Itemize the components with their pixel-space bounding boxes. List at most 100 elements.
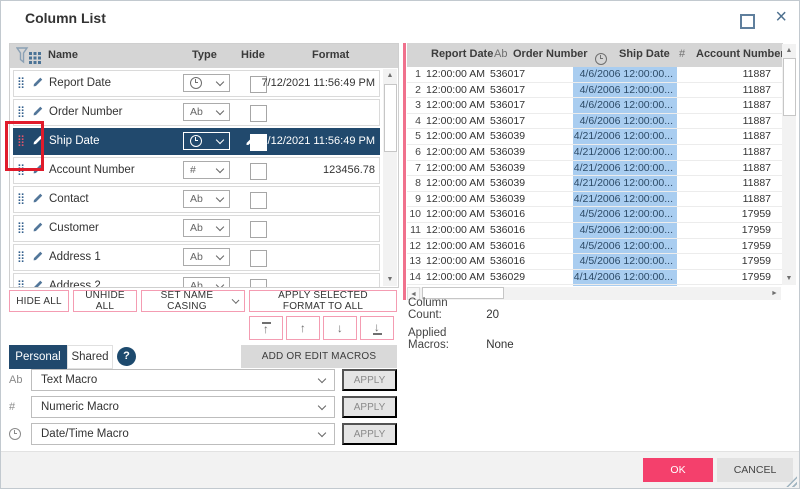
move-to-top-button[interactable]: ↑ bbox=[249, 316, 283, 340]
hide-checkbox[interactable] bbox=[250, 163, 267, 180]
drag-handle-icon[interactable]: ⣿ bbox=[17, 164, 25, 176]
date-type-icon bbox=[9, 423, 29, 445]
type-dropdown[interactable]: Ab bbox=[183, 219, 230, 237]
cell-order-number: 536016 bbox=[490, 239, 526, 252]
help-icon[interactable]: ? bbox=[117, 347, 136, 366]
preview-row[interactable]: 15 006 12:00:00 AM 536029 4/14/2006 12:0… bbox=[407, 285, 783, 286]
type-dropdown[interactable] bbox=[183, 74, 230, 92]
preview-row[interactable]: 3 006 12:00:00 AM 536017 4/6/2006 12:00:… bbox=[407, 98, 783, 114]
scrollbar-thumb[interactable] bbox=[783, 58, 796, 116]
top-bar-icon bbox=[261, 321, 271, 324]
apply-datetime-macro-button[interactable]: APPLY bbox=[342, 423, 397, 445]
scroll-down-icon[interactable]: ▼ bbox=[386, 276, 394, 283]
move-down-button[interactable]: ↓ bbox=[323, 316, 357, 340]
tab-personal[interactable]: Personal bbox=[9, 345, 67, 369]
edit-pencil-icon[interactable] bbox=[33, 78, 43, 88]
drag-handle-icon[interactable]: ⣿ bbox=[17, 222, 25, 234]
column-row[interactable]: ⣿ Report Date 7/12/2021 11:56:49 PM bbox=[13, 70, 380, 97]
preview-row[interactable]: 11 006 12:00:00 AM 536016 4/5/2006 12:00… bbox=[407, 222, 783, 239]
column-row[interactable]: ⣿ Ship Date 7/12/2021 11:56:49 PM bbox=[13, 128, 380, 155]
column-row[interactable]: ⣿ Order Number Ab bbox=[13, 99, 380, 126]
apply-selected-format-button[interactable]: APPLY SELECTED FORMAT TO ALL bbox=[249, 290, 397, 312]
set-name-casing-button[interactable]: SET NAME CASING bbox=[141, 290, 245, 312]
type-dropdown[interactable]: Ab bbox=[183, 248, 230, 266]
column-row[interactable]: ⣿ Customer Ab bbox=[13, 215, 380, 242]
preview-vscrollbar[interactable]: ▲ ▼ bbox=[782, 44, 796, 285]
move-to-bottom-button[interactable]: ↓ bbox=[360, 316, 394, 340]
move-up-button[interactable]: ↑ bbox=[286, 316, 320, 340]
edit-pencil-icon[interactable] bbox=[33, 165, 43, 175]
maximize-icon[interactable] bbox=[740, 14, 755, 29]
chevron-down-icon bbox=[215, 164, 225, 174]
type-dropdown[interactable] bbox=[183, 132, 230, 150]
hide-all-button[interactable]: HIDE ALL bbox=[9, 290, 69, 312]
scrollbar-thumb[interactable] bbox=[384, 84, 397, 152]
edit-pencil-icon[interactable] bbox=[33, 281, 43, 287]
type-dropdown[interactable]: Ab bbox=[183, 103, 230, 121]
preview-row[interactable]: 14 006 12:00:00 AM 536029 4/14/2006 12:0… bbox=[407, 269, 783, 286]
preview-row[interactable]: 4 006 12:00:00 AM 536017 4/6/2006 12:00:… bbox=[407, 113, 783, 130]
ok-button[interactable]: OK bbox=[643, 458, 713, 482]
hide-checkbox[interactable] bbox=[250, 279, 267, 287]
column-row[interactable]: ⣿ Contact Ab bbox=[13, 186, 380, 213]
preview-row[interactable]: 7 006 12:00:00 AM 536039 4/21/2006 12:00… bbox=[407, 160, 783, 177]
edit-pencil-icon[interactable] bbox=[33, 252, 43, 262]
column-row[interactable]: ⣿ Account Number # 123456.78 bbox=[13, 157, 380, 184]
cancel-button[interactable]: CANCEL bbox=[717, 458, 793, 482]
apply-numeric-macro-button[interactable]: APPLY bbox=[342, 396, 397, 418]
column-row[interactable]: ⣿ Address 1 Ab bbox=[13, 244, 380, 271]
hide-checkbox[interactable] bbox=[250, 250, 267, 267]
drag-handle-icon[interactable]: ⣿ bbox=[17, 77, 25, 89]
preview-row[interactable]: 8 006 12:00:00 AM 536039 4/21/2006 12:00… bbox=[407, 176, 783, 192]
tab-shared[interactable]: Shared bbox=[67, 345, 113, 369]
preview-hscrollbar[interactable]: ◄ ► bbox=[407, 287, 781, 300]
drag-handle-icon[interactable]: ⣿ bbox=[17, 251, 25, 263]
add-or-edit-macros-button[interactable]: ADD OR EDIT MACROS bbox=[241, 345, 397, 368]
preview-row[interactable]: 12 006 12:00:00 AM 536016 4/5/2006 12:00… bbox=[407, 238, 783, 255]
drag-handle-icon[interactable]: ⣿ bbox=[17, 135, 25, 147]
type-dropdown[interactable]: Ab bbox=[183, 277, 230, 287]
edit-pencil-icon[interactable] bbox=[33, 136, 43, 146]
preview-header-order-number: Order Number bbox=[513, 48, 588, 60]
numeric-macro-dropdown[interactable]: Numeric Macro bbox=[31, 396, 335, 418]
chevron-down-icon bbox=[215, 222, 225, 232]
applied-macros-label: Applied Macros: bbox=[408, 327, 449, 351]
format-edit-pencil-icon[interactable] bbox=[246, 136, 255, 145]
column-row[interactable]: ⣿ Address 2 Ab bbox=[13, 273, 380, 287]
hide-checkbox[interactable] bbox=[250, 76, 267, 93]
hide-checkbox[interactable] bbox=[250, 105, 267, 122]
scroll-up-icon[interactable]: ▲ bbox=[785, 47, 793, 54]
apply-text-macro-button[interactable]: APPLY bbox=[342, 369, 397, 391]
datetime-macro-dropdown[interactable]: Date/Time Macro bbox=[31, 423, 335, 445]
preview-row[interactable]: 2 006 12:00:00 AM 536017 4/6/2006 12:00:… bbox=[407, 82, 783, 99]
drag-handle-icon[interactable]: ⣿ bbox=[17, 193, 25, 205]
close-icon[interactable]: × bbox=[775, 6, 787, 28]
drag-handle-icon[interactable]: ⣿ bbox=[17, 106, 25, 118]
preview-row[interactable]: 13 006 12:00:00 AM 536016 4/5/2006 12:00… bbox=[407, 254, 783, 270]
edit-pencil-icon[interactable] bbox=[33, 107, 43, 117]
drag-handle-icon[interactable]: ⣿ bbox=[17, 280, 25, 287]
scroll-left-icon[interactable]: ◄ bbox=[407, 287, 420, 300]
preview-row[interactable]: 1 006 12:00:00 AM 536017 4/6/2006 12:00:… bbox=[407, 67, 783, 83]
panel-splitter[interactable] bbox=[403, 43, 406, 300]
unhide-all-button[interactable]: UNHIDE ALL bbox=[73, 290, 137, 312]
preview-row[interactable]: 6 006 12:00:00 AM 536039 4/21/2006 12:00… bbox=[407, 144, 783, 161]
edit-pencil-icon[interactable] bbox=[33, 223, 43, 233]
resize-grip[interactable] bbox=[786, 476, 797, 487]
hide-checkbox[interactable] bbox=[250, 192, 267, 209]
column-list-scrollbar[interactable]: ▲ ▼ bbox=[383, 69, 397, 286]
preview-row[interactable]: 10 006 12:00:00 AM 536016 4/5/2006 12:00… bbox=[407, 207, 783, 223]
preview-row[interactable]: 9 006 12:00:00 AM 536039 4/21/2006 12:00… bbox=[407, 191, 783, 208]
scrollbar-thumb[interactable] bbox=[422, 287, 504, 299]
scroll-down-icon[interactable]: ▼ bbox=[785, 275, 793, 282]
clock-icon bbox=[595, 53, 607, 65]
type-dropdown[interactable]: Ab bbox=[183, 190, 230, 208]
scroll-up-icon[interactable]: ▲ bbox=[386, 72, 394, 79]
type-dropdown[interactable]: # bbox=[183, 161, 230, 179]
preview-row[interactable]: 5 006 12:00:00 AM 536039 4/21/2006 12:00… bbox=[407, 129, 783, 145]
scroll-right-icon[interactable]: ► bbox=[771, 290, 778, 297]
text-macro-dropdown[interactable]: Text Macro bbox=[31, 369, 335, 391]
edit-pencil-icon[interactable] bbox=[33, 194, 43, 204]
hide-checkbox[interactable] bbox=[250, 221, 267, 238]
